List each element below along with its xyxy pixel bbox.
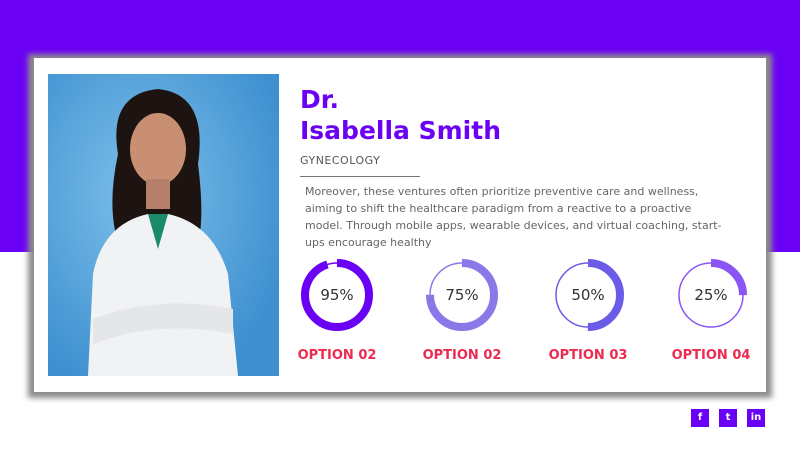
ring-value: 75% (445, 286, 479, 304)
ring-fill (675, 259, 747, 331)
specialty: GYNECOLOGY (300, 154, 381, 167)
ring-value: 25% (694, 286, 728, 304)
ring-fill (426, 259, 498, 331)
progress-ring: 25% (674, 258, 748, 332)
progress-ring: 50% (551, 258, 625, 332)
doctor-full-name: Isabella Smith (300, 116, 501, 145)
option-label: OPTION 04 (671, 348, 751, 363)
twitter-icon[interactable]: t (719, 409, 737, 427)
option-label: OPTION 03 (548, 348, 628, 363)
linkedin-icon[interactable]: in (747, 409, 765, 427)
ring-fill (301, 259, 373, 331)
doctor-title: Dr. (300, 85, 340, 114)
ring-value: 95% (320, 286, 354, 304)
ring-value: 50% (571, 286, 605, 304)
progress-ring: 75% (425, 258, 499, 332)
option-label: OPTION 02 (422, 348, 502, 363)
progress-ring: 95% (300, 258, 374, 332)
doctor-name: Dr. Isabella Smith (300, 84, 501, 146)
description: Moreover, these ventures often prioritiz… (305, 185, 722, 249)
facebook-icon[interactable]: f (691, 409, 709, 427)
doctor-photo (48, 74, 279, 376)
ring-fill (552, 259, 624, 331)
divider (300, 176, 420, 177)
option-label: OPTION 02 (297, 348, 377, 363)
